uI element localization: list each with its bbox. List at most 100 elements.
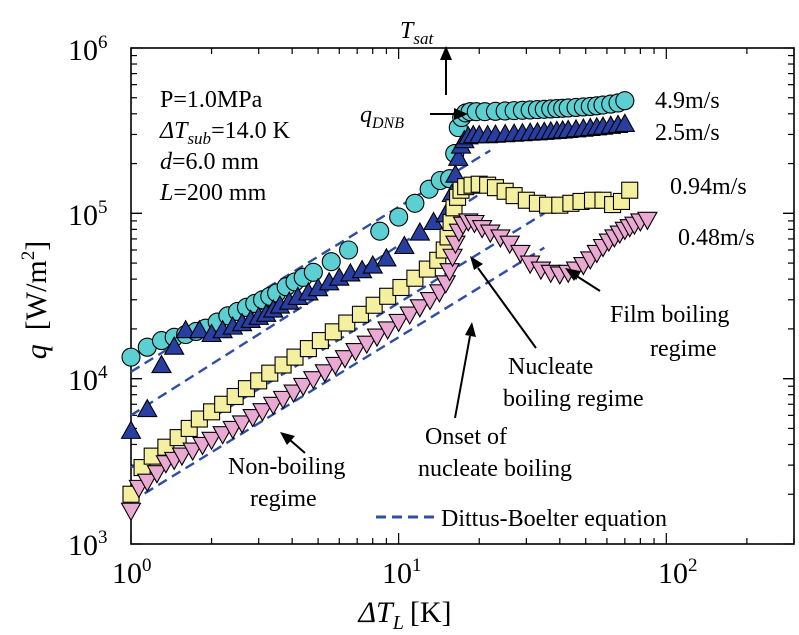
data-point: [445, 235, 466, 255]
data-point: [171, 447, 193, 467]
data-point: [447, 147, 469, 166]
data-point: [509, 244, 531, 264]
data-point: [409, 299, 431, 318]
nucleate-label-line2: boiling regime: [503, 386, 644, 412]
condition-pressure: P=1.0MPa: [160, 87, 263, 113]
data-point: [231, 415, 253, 435]
y-tick-label-1e6: 106: [68, 32, 108, 67]
data-point: [365, 296, 383, 314]
dittus-boelter-line-3: [130, 246, 545, 503]
data-point: [370, 221, 390, 241]
data-point: [392, 278, 410, 297]
data-point: [389, 207, 409, 227]
data-point: [136, 473, 158, 493]
data-point: [252, 403, 273, 422]
data-point: [339, 240, 359, 260]
data-point: [499, 235, 521, 255]
y-tick-label-1e3: 103: [68, 527, 108, 562]
data-point: [345, 342, 366, 362]
data-point: [351, 305, 370, 323]
series-2-5m-s: [120, 113, 636, 439]
data-point: [175, 319, 197, 339]
film-boiling-label-line1: Film boiling: [610, 302, 729, 328]
film-boiling-label-line2: regime: [650, 336, 717, 362]
plot-frame: [130, 47, 795, 545]
data-point: [409, 221, 431, 241]
nonboiling-label-line2: regime: [250, 486, 317, 512]
nucleate-arrow-head: [470, 256, 483, 270]
onset-arrow: [454, 335, 471, 419]
data-point: [120, 420, 142, 439]
nonboiling-arrow-head: [280, 432, 295, 445]
conditions-block: P=1.0MPa ΔTsub=14.0 K d=6.0 mm L=200 mm: [159, 87, 291, 206]
data-point: [356, 335, 378, 355]
condition-length: L=200 mm: [159, 180, 267, 206]
label-0-94ms: 0.94m/s: [670, 174, 747, 200]
data-point: [163, 336, 185, 355]
x-axis-label: ΔTL [K]: [357, 596, 451, 634]
data-point: [262, 396, 284, 416]
data-point: [302, 371, 324, 390]
data-point: [324, 323, 342, 341]
onset-label-line1: Onset of: [425, 424, 507, 450]
data-point: [242, 409, 264, 428]
data-point: [120, 502, 142, 522]
y-tick-label-1e4: 104: [68, 362, 108, 397]
y-tick-label-1e5: 105: [68, 197, 108, 232]
nonboiling-label-line1: Non-boiling: [228, 454, 345, 480]
film-boiling-arrow-head: [565, 268, 580, 281]
data-point: [212, 426, 234, 445]
data-point: [272, 390, 294, 410]
qdnb-label: qDNB: [360, 102, 404, 132]
data-point: [338, 314, 356, 332]
data-point: [121, 347, 141, 367]
data-point: [366, 328, 388, 348]
nucleate-arrow: [477, 267, 537, 349]
y-tick-labels: 103 104 105 106: [68, 32, 108, 562]
data-point: [146, 465, 168, 484]
data-point: [182, 442, 204, 462]
label-0-48ms: 0.48m/s: [678, 225, 755, 251]
series-0-48m-s: [120, 211, 658, 522]
data-point: [439, 263, 461, 282]
x-tick-label-1e1: 101: [382, 555, 422, 590]
data-point: [405, 193, 425, 213]
data-point: [136, 398, 158, 418]
tsat-label: Tsat: [400, 18, 434, 48]
data-point: [283, 384, 305, 404]
data-point: [151, 354, 172, 374]
film-boiling-arrow: [574, 274, 601, 292]
x-tick-labels: 100 101 102: [112, 555, 698, 590]
data-point: [442, 248, 463, 268]
data-point: [399, 306, 421, 326]
qdnb-arrow-head: [454, 108, 468, 120]
onset-arrow-head: [465, 322, 476, 337]
y-axis-label: q[W/m2]: [18, 241, 53, 359]
nucleate-label-line1: Nucleate: [508, 354, 593, 380]
data-point: [615, 91, 635, 111]
data-point: [388, 313, 410, 333]
label-4-9ms: 4.9m/s: [655, 88, 720, 114]
data-point: [334, 350, 356, 369]
minor-ticks: [130, 47, 795, 545]
tsat-arrow-head: [440, 46, 452, 60]
data-point: [188, 319, 210, 339]
condition-subcooling: ΔTsub=14.0 K: [159, 118, 291, 148]
data-point: [324, 356, 346, 376]
data-point: [321, 252, 341, 272]
legend-label: Dittus-Boelter equation: [441, 506, 667, 532]
data-point: [379, 287, 397, 305]
data-point: [636, 211, 658, 231]
series-0-94m-s: [122, 175, 639, 503]
data-point: [375, 247, 397, 267]
onset-label-line2: nucleate boiling: [418, 456, 572, 482]
data-point: [201, 431, 223, 451]
label-2-5ms: 2.5m/s: [655, 120, 720, 146]
data-point: [614, 113, 636, 132]
nonboiling-arrow: [289, 439, 306, 454]
data-markers: [120, 91, 658, 522]
data-point: [393, 235, 415, 255]
condition-diameter: d=6.0 mm: [160, 149, 259, 175]
data-point: [419, 291, 441, 311]
